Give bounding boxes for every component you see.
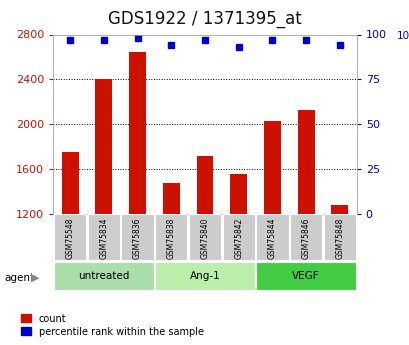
Bar (196, 156, 213, 214)
Bar (129, 52, 146, 214)
Text: GDS1922 / 1371395_at: GDS1922 / 1371395_at (108, 10, 301, 28)
Text: agent: agent (4, 273, 34, 283)
FancyBboxPatch shape (54, 214, 86, 260)
Text: GSM75834: GSM75834 (99, 218, 108, 259)
Legend: count, percentile rank within the sample: count, percentile rank within the sample (21, 314, 203, 337)
Bar (263, 121, 280, 214)
FancyBboxPatch shape (155, 262, 254, 290)
Text: ▶: ▶ (31, 273, 39, 283)
Bar (62, 152, 79, 214)
Text: VEGF: VEGF (292, 271, 319, 281)
Text: GSM75844: GSM75844 (267, 218, 276, 259)
FancyBboxPatch shape (121, 214, 153, 260)
Bar (297, 110, 314, 214)
FancyBboxPatch shape (54, 262, 153, 290)
FancyBboxPatch shape (256, 214, 288, 260)
Y-axis label: 100%: 100% (396, 31, 409, 41)
FancyBboxPatch shape (189, 214, 220, 260)
FancyBboxPatch shape (222, 214, 254, 260)
FancyBboxPatch shape (289, 214, 321, 260)
FancyBboxPatch shape (88, 214, 120, 260)
Text: GSM75842: GSM75842 (234, 218, 243, 259)
Text: GSM75548: GSM75548 (65, 218, 74, 259)
Text: GSM75838: GSM75838 (166, 218, 175, 259)
Bar (330, 205, 347, 214)
Text: GSM75840: GSM75840 (200, 218, 209, 259)
Text: GSM75846: GSM75846 (301, 218, 310, 259)
Text: GSM75848: GSM75848 (335, 218, 344, 259)
FancyBboxPatch shape (323, 214, 355, 260)
Text: untreated: untreated (78, 271, 129, 281)
Bar (162, 183, 179, 214)
FancyBboxPatch shape (256, 262, 355, 290)
Text: Ang-1: Ang-1 (189, 271, 220, 281)
Bar (230, 174, 247, 214)
Text: GSM75836: GSM75836 (133, 218, 142, 259)
Bar (95, 79, 112, 214)
FancyBboxPatch shape (155, 214, 187, 260)
